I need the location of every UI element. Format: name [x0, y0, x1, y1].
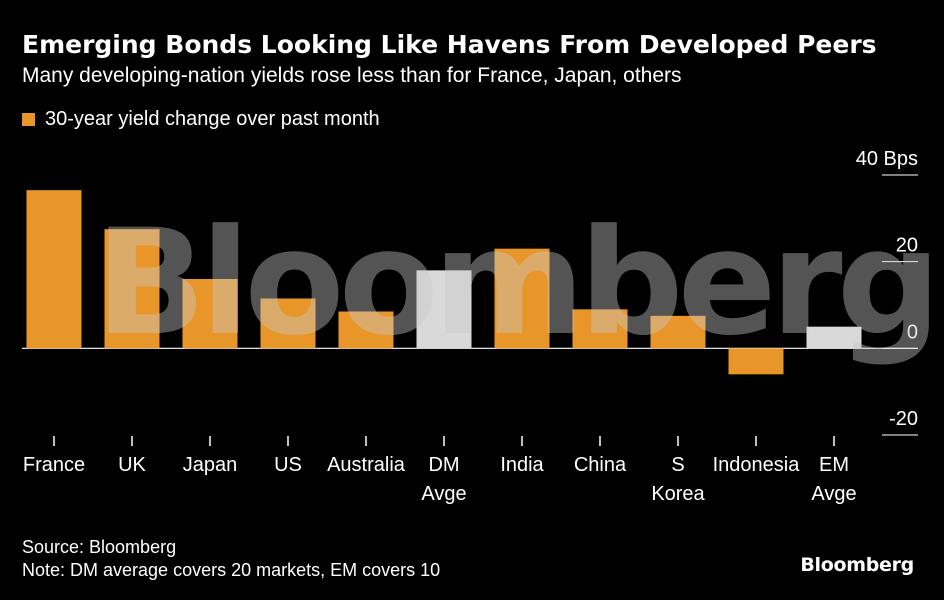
x-tick-label: Japan: [183, 454, 238, 476]
bar: [806, 326, 862, 349]
legend: 30-year yield change over past month: [22, 108, 380, 131]
bar: [572, 309, 628, 349]
y-tick-label: -20: [889, 408, 918, 430]
y-tick-label: 0: [907, 321, 918, 343]
bar: [260, 298, 316, 349]
x-tick-label: Avge: [811, 483, 856, 505]
bar: [494, 248, 550, 349]
bar: [338, 311, 394, 349]
bar: [104, 229, 160, 349]
chart-title: Emerging Bonds Looking Like Havens From …: [22, 30, 877, 59]
x-tick-label: Korea: [651, 483, 705, 505]
source-note: Source: Bloomberg: [22, 537, 177, 557]
x-tick-label: France: [23, 454, 85, 476]
x-tick-label: Indonesia: [713, 454, 801, 476]
x-tick-label: S: [671, 454, 684, 476]
footnote: Note: DM average covers 20 markets, EM c…: [22, 560, 441, 580]
x-tick-label: US: [274, 454, 302, 476]
bloomberg-logo: Bloomberg: [800, 554, 914, 576]
chart-subtitle: Many developing-nation yields rose less …: [22, 64, 682, 87]
bar: [182, 279, 238, 349]
y-tick-label: 20: [896, 235, 918, 257]
bar: [728, 348, 784, 375]
x-tick-label: UK: [118, 454, 146, 476]
x-tick-label: EM: [819, 454, 849, 476]
x-tick-label: Avge: [421, 483, 466, 505]
legend-label: 30-year yield change over past month: [45, 108, 380, 130]
y-tick-label: 40 Bps: [856, 148, 918, 170]
x-tick-label: India: [500, 454, 544, 476]
bar: [416, 270, 472, 349]
x-tick-label: Australia: [327, 454, 406, 476]
footer: Source: Bloomberg Note: DM average cover…: [22, 536, 440, 582]
x-tick-label: DM: [428, 454, 459, 476]
bar: [650, 315, 706, 349]
x-tick-label: China: [574, 454, 627, 476]
legend-swatch: [22, 113, 35, 126]
bar: [26, 190, 82, 349]
